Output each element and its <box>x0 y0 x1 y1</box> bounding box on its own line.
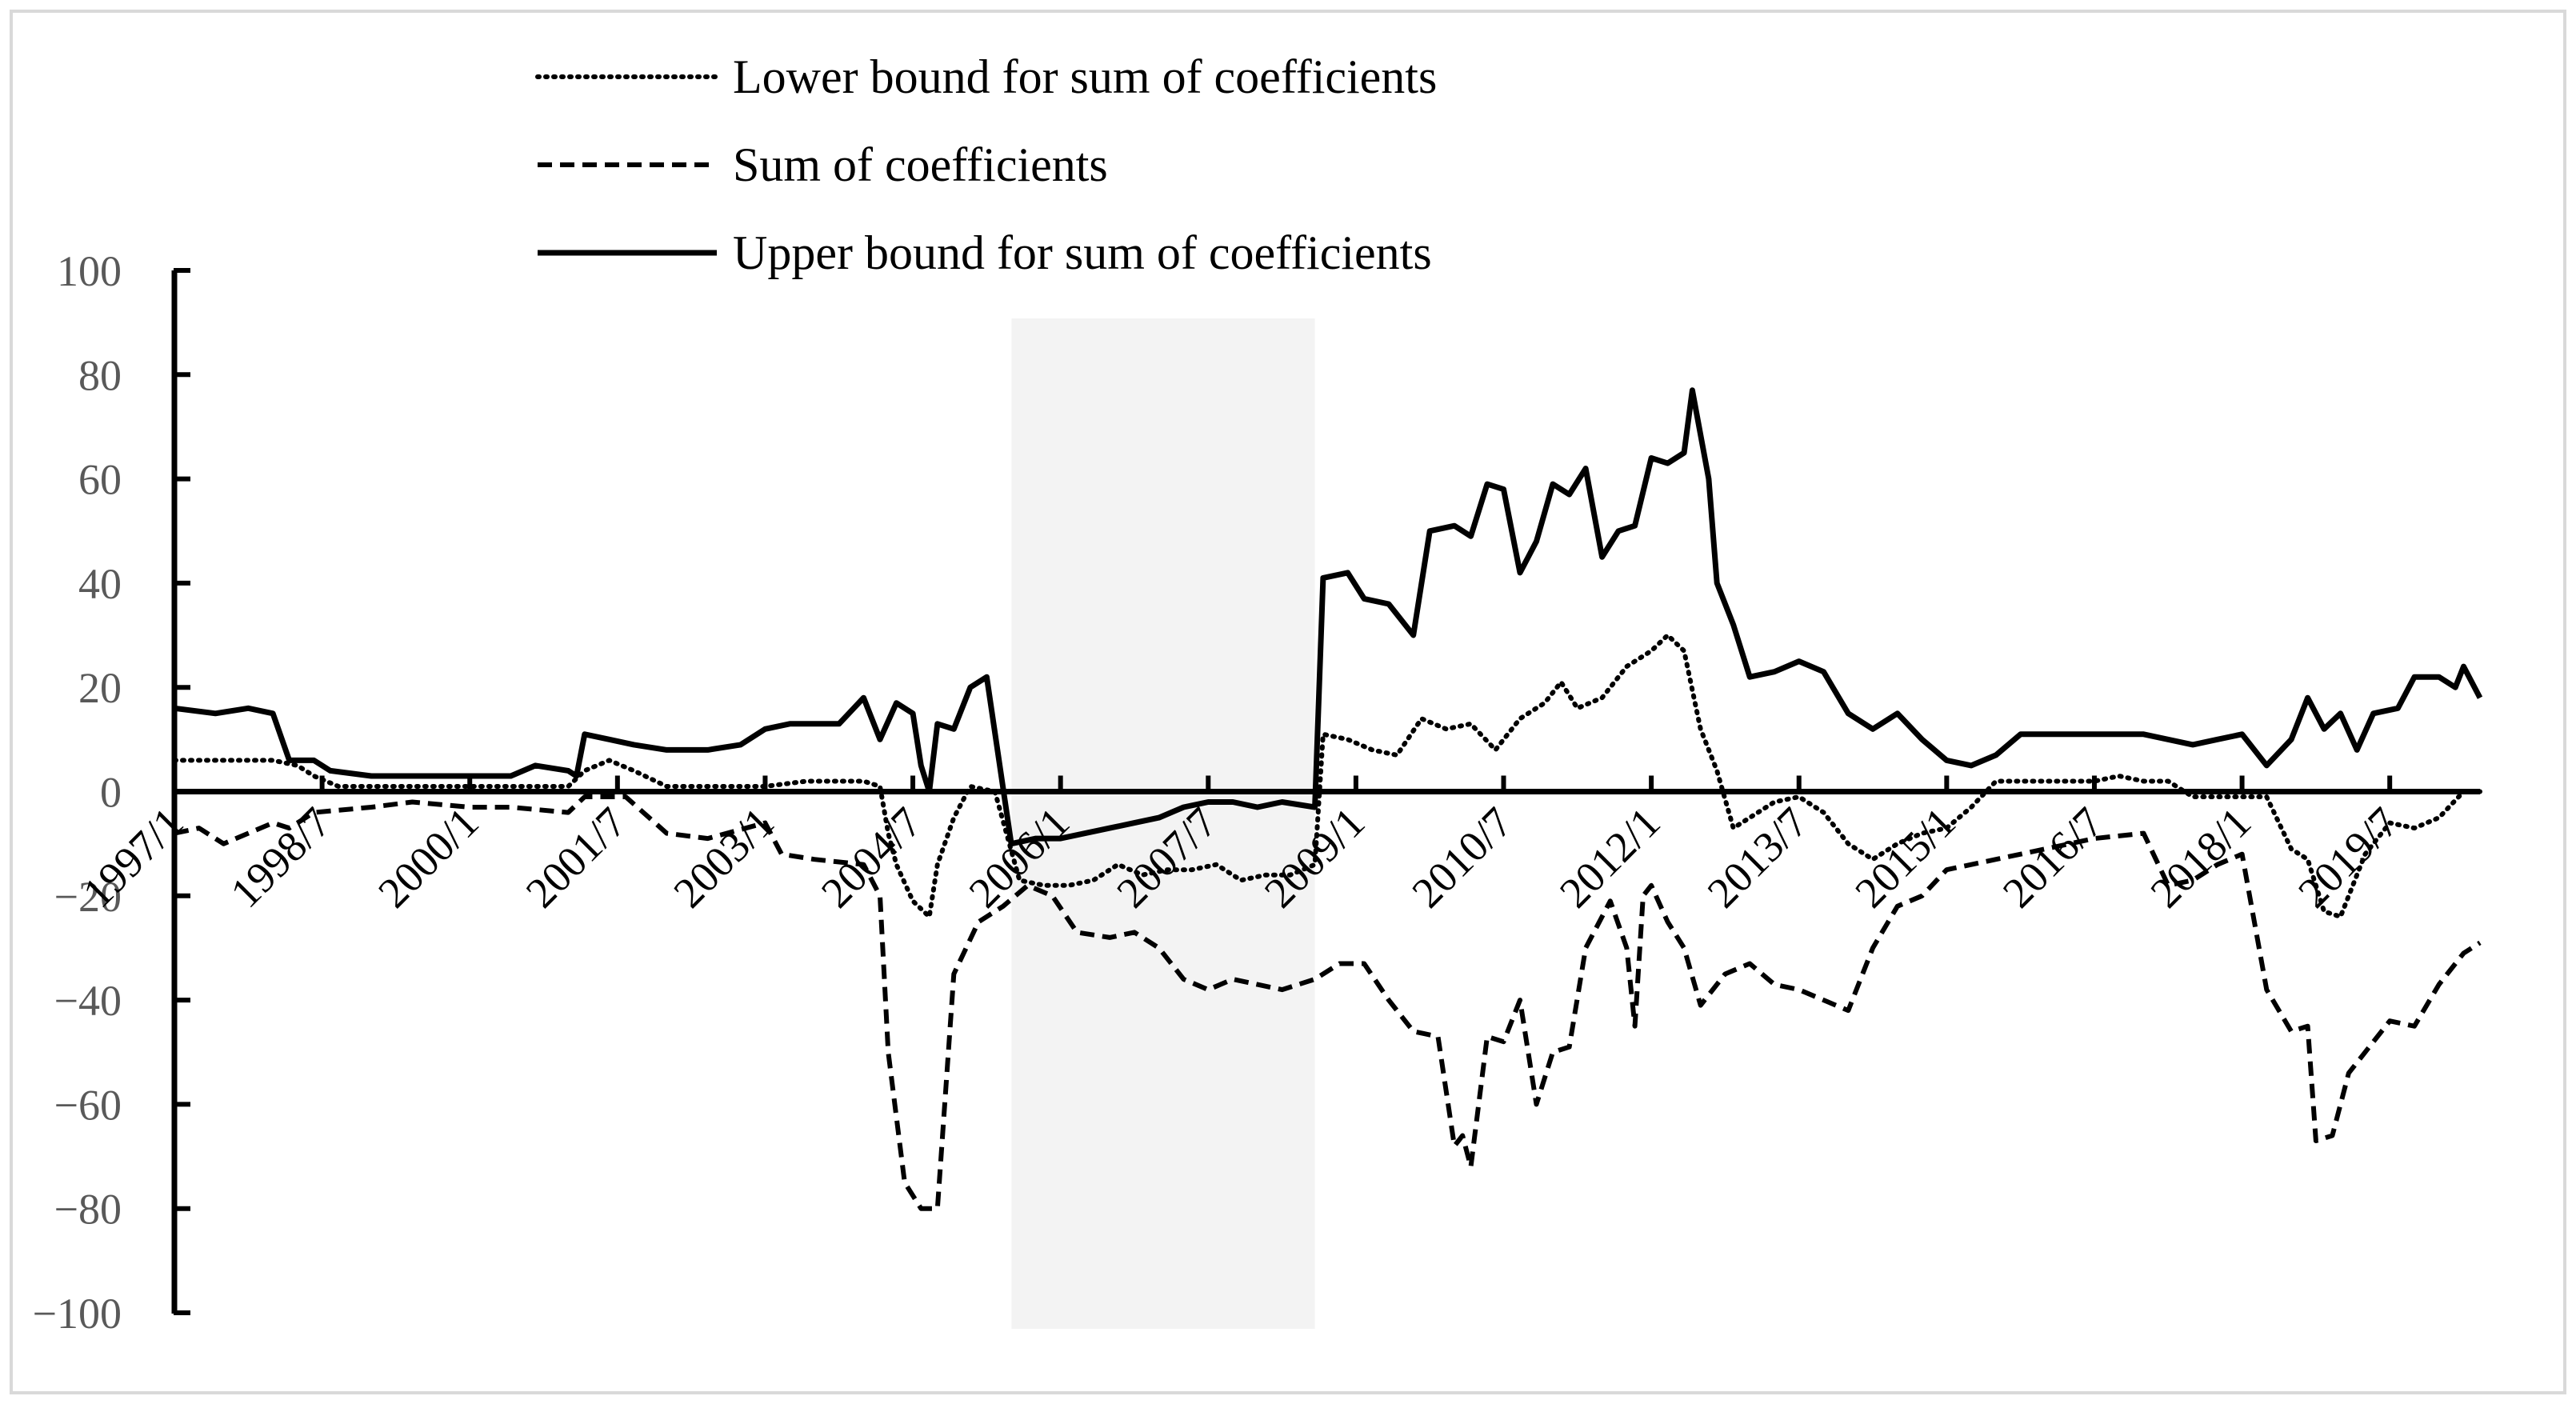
x-tick-label: 2004/7 <box>812 798 931 918</box>
chart-frame <box>10 10 2566 1394</box>
y-tick-label: 40 <box>78 560 122 608</box>
y-tick-label: 20 <box>78 664 122 712</box>
x-tick-label: 2000/1 <box>369 798 488 918</box>
legend-label: Lower bound for sum of coefficients <box>733 50 1437 103</box>
y-tick-label: −60 <box>54 1081 122 1129</box>
y-tick-label: −40 <box>54 977 122 1025</box>
shaded-period <box>1011 318 1315 1329</box>
x-tick-label: 2001/7 <box>517 798 636 918</box>
y-tick-label: 100 <box>57 247 122 295</box>
y-tick-label: −100 <box>33 1290 122 1338</box>
series-line-solid <box>174 387 2483 847</box>
x-tick-label: 2015/1 <box>1846 798 1965 918</box>
legend-label: Sum of coefficients <box>733 138 1108 191</box>
series-line-dashed <box>174 794 2482 1211</box>
series-line-dotted <box>172 633 2482 919</box>
y-tick-label: 80 <box>78 351 122 399</box>
y-tick-label: 60 <box>78 456 122 504</box>
y-tick-label: −20 <box>54 873 122 921</box>
x-tick-label: 1998/7 <box>222 798 341 918</box>
legend-label: Upper bound for sum of coefficients <box>733 226 1432 279</box>
y-tick-label: 0 <box>100 769 122 817</box>
x-tick-label: 2003/1 <box>664 798 783 918</box>
x-tick-label: 2010/7 <box>1402 798 1522 918</box>
y-tick-label: −80 <box>54 1186 122 1234</box>
x-tick-label: 2013/7 <box>1698 798 1818 918</box>
